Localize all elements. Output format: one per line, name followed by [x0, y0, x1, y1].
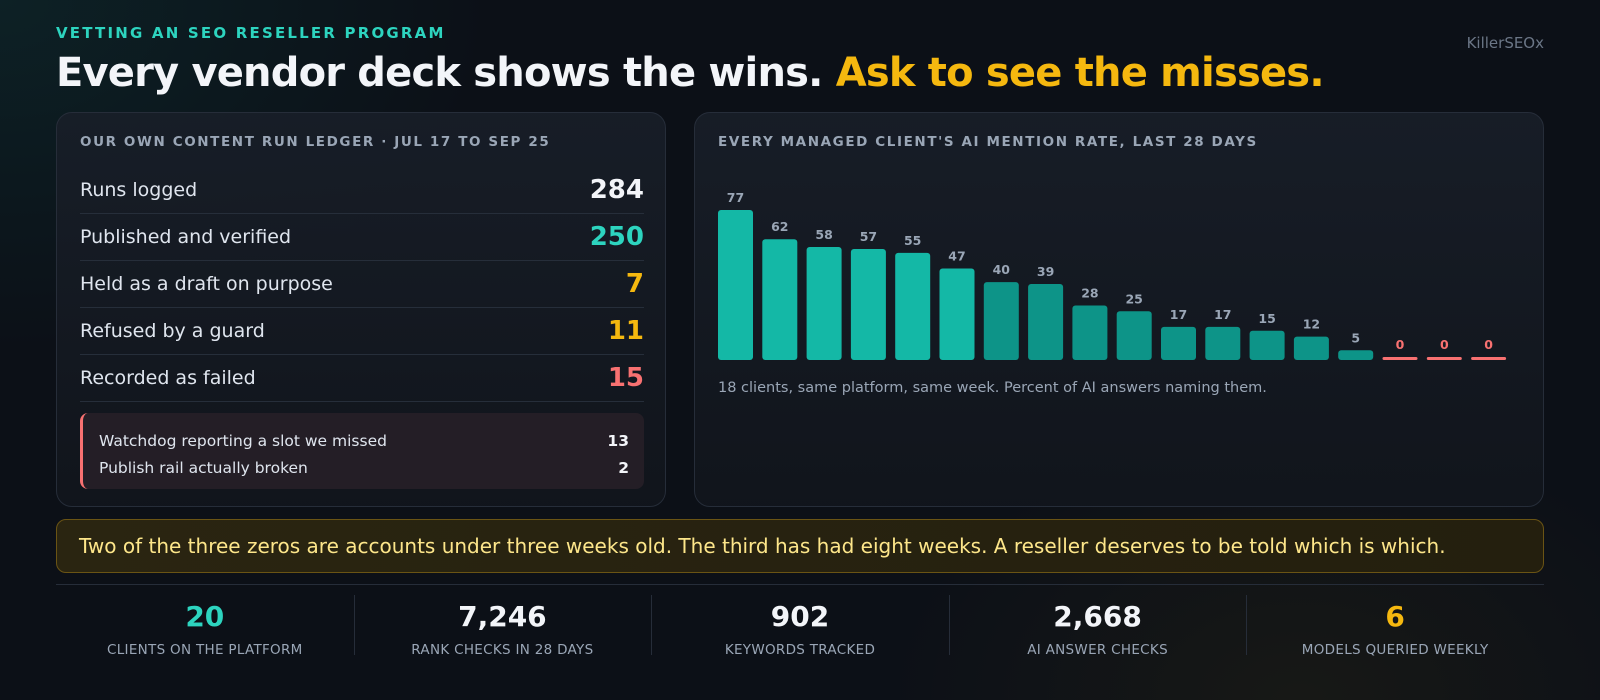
ledger-row-refused: Refused by a guard 11 — [80, 308, 644, 355]
bar — [762, 239, 798, 360]
ledger-list: Runs logged 284 Published and verified 2… — [80, 167, 644, 402]
bar — [806, 247, 842, 360]
mention-rate-chart: 77 62 58 57 55 47 40 39 28 25 17 17 15 12 5 0 0 0 — [718, 190, 1507, 360]
ledger-label: Refused by a guard — [80, 320, 265, 342]
bar — [718, 210, 753, 360]
bar — [1072, 305, 1108, 360]
failure-label: Watchdog reporting a slot we missed — [99, 431, 387, 450]
ledger-value: 11 — [607, 316, 644, 346]
bar — [1338, 350, 1374, 360]
stat-label: CLIENTS ON THE PLATFORM — [106, 642, 303, 658]
stat-label: AI ANSWER CHECKS — [1027, 642, 1168, 658]
ledger-title: OUR OWN CONTENT RUN LEDGER · JUL 17 TO S… — [80, 134, 551, 150]
bar-value-label: 39 — [1037, 264, 1054, 279]
stat-rank-checks: 7,246 RANK CHECKS IN 28 DAYS — [353, 585, 652, 658]
bar-value-label: 0 — [1484, 337, 1493, 352]
ledger-card: OUR OWN CONTENT RUN LEDGER · JUL 17 TO S… — [56, 112, 666, 507]
bar — [1161, 326, 1196, 360]
bar-value-label: 0 — [1396, 337, 1405, 352]
bar — [1382, 357, 1418, 360]
stat-label: RANK CHECKS IN 28 DAYS — [411, 642, 594, 658]
callout-text: Two of the three zeros are accounts unde… — [79, 534, 1446, 558]
stat-ai-checks: 2,668 AI ANSWER CHECKS — [948, 585, 1247, 658]
page-headline: Every vendor deck shows the wins. Ask to… — [56, 50, 1325, 96]
stat-clients: 20 CLIENTS ON THE PLATFORM — [56, 585, 354, 659]
ledger-value: 15 — [607, 363, 644, 393]
stat-value: 2,668 — [1053, 600, 1142, 633]
bar — [1205, 326, 1241, 360]
failure-breakdown: Watchdog reporting a slot we missed 13 P… — [80, 413, 644, 489]
stat-keywords: 902 KEYWORDS TRACKED — [651, 585, 949, 658]
bar — [1293, 336, 1329, 360]
ledger-row-published: Published and verified 250 — [80, 214, 644, 261]
failure-value: 2 — [618, 458, 629, 477]
ledger-label: Recorded as failed — [80, 367, 256, 389]
bar — [1028, 284, 1064, 360]
ledger-row-held-draft: Held as a draft on purpose 7 — [80, 261, 644, 308]
stat-label: MODELS QUERIED WEEKLY — [1301, 642, 1489, 658]
bar-value-label: 17 — [1170, 307, 1187, 322]
stats-bar: 20 CLIENTS ON THE PLATFORM 7,246 RANK CH… — [56, 584, 1544, 659]
bar-value-label: 62 — [771, 219, 788, 234]
ledger-value: 284 — [589, 175, 644, 205]
stat-value: 7,246 — [458, 600, 547, 633]
headline-main: Every vendor deck shows the wins. — [56, 50, 823, 96]
ledger-label: Published and verified — [80, 226, 292, 248]
ledger-row-runs-logged: Runs logged 284 — [80, 167, 644, 214]
chart-caption: 18 clients, same platform, same week. Pe… — [718, 380, 1267, 396]
bar — [895, 252, 931, 360]
bar — [1471, 357, 1507, 360]
failure-row-watchdog: Watchdog reporting a slot we missed 13 — [99, 427, 629, 454]
brand-logo: KillerSEOx — [1466, 34, 1544, 52]
ledger-label: Held as a draft on purpose — [80, 273, 333, 295]
bar — [1426, 357, 1462, 360]
mention-rate-card: EVERY MANAGED CLIENT'S AI MENTION RATE, … — [694, 112, 1544, 507]
bar-value-label: 25 — [1125, 291, 1142, 306]
bar — [983, 282, 1019, 360]
bar — [850, 248, 886, 360]
bar-value-label: 17 — [1214, 307, 1231, 322]
bar-value-label: 40 — [993, 262, 1011, 277]
bar — [1116, 311, 1152, 360]
stat-value: 902 — [770, 600, 830, 633]
failure-value: 13 — [607, 431, 629, 450]
bar-value-label: 57 — [860, 229, 877, 244]
chart-title: EVERY MANAGED CLIENT'S AI MENTION RATE, … — [718, 134, 1258, 150]
ledger-label: Runs logged — [80, 179, 198, 201]
failure-label: Publish rail actually broken — [99, 458, 308, 477]
stat-label: KEYWORDS TRACKED — [724, 642, 876, 658]
bar-value-label: 5 — [1351, 330, 1360, 345]
eyebrow: VETTING AN SEO RESELLER PROGRAM — [56, 24, 446, 42]
bar-value-label: 15 — [1258, 311, 1275, 326]
callout-banner: Two of the three zeros are accounts unde… — [56, 519, 1544, 573]
bar-value-label: 0 — [1440, 337, 1449, 352]
bar — [1249, 330, 1285, 360]
ledger-value: 250 — [589, 222, 644, 252]
bar — [939, 268, 975, 360]
ledger-row-failed: Recorded as failed 15 — [80, 355, 644, 402]
bar-value-label: 47 — [948, 248, 965, 263]
stat-models: 6 MODELS QUERIED WEEKLY — [1246, 585, 1544, 658]
bar-value-label: 77 — [727, 190, 744, 205]
bar-value-label: 55 — [904, 233, 921, 248]
headline-accent: Ask to see the misses. — [835, 50, 1325, 96]
stat-value: 20 — [185, 600, 225, 633]
bar-value-label: 28 — [1081, 285, 1098, 300]
bar-value-label: 12 — [1303, 317, 1320, 332]
stat-value: 6 — [1385, 600, 1405, 633]
ledger-value: 7 — [625, 269, 644, 299]
failure-row-publish-rail: Publish rail actually broken 2 — [99, 454, 629, 481]
bar-value-label: 58 — [815, 227, 832, 242]
